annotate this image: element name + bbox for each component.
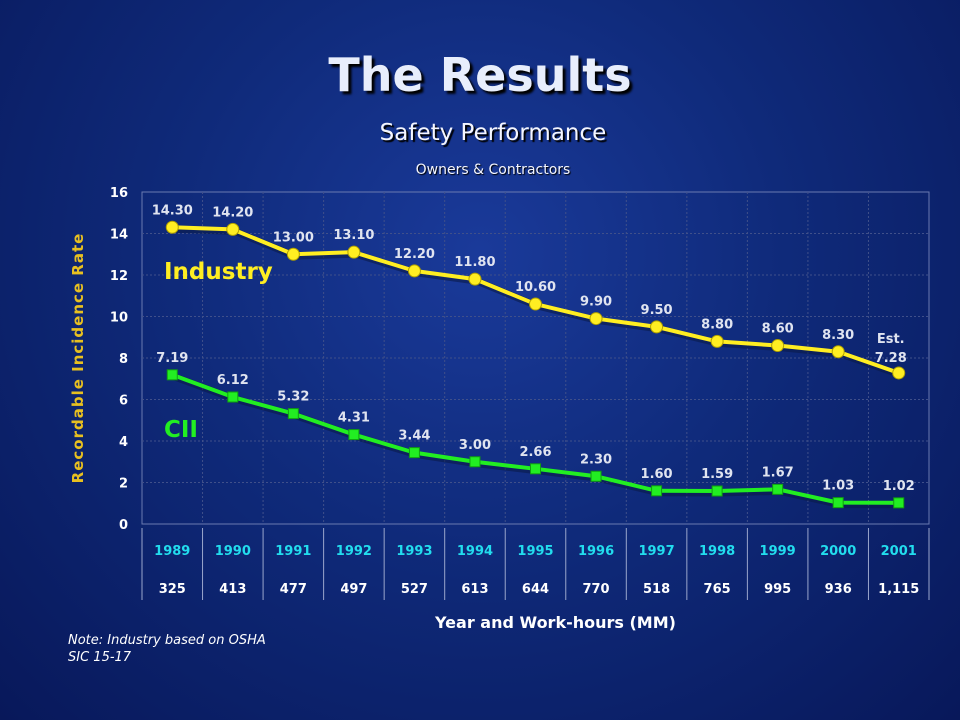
data-label-industry: 14.30 xyxy=(152,203,193,218)
x-tick-label-workhours: 644 xyxy=(522,582,549,597)
x-tick-label-workhours: 497 xyxy=(340,582,367,597)
x-tick-label-workhours: 1,115 xyxy=(878,582,919,597)
data-point-industry xyxy=(407,264,421,278)
series-name-industry: Industry xyxy=(164,259,273,285)
data-label-cii: 2.30 xyxy=(580,452,612,467)
data-point-cii xyxy=(832,497,844,509)
x-tick-label-year: 1992 xyxy=(336,544,372,559)
data-label-industry: 9.90 xyxy=(580,295,612,310)
x-tick-label-year: 1996 xyxy=(578,544,614,559)
data-point-cii xyxy=(227,391,239,403)
y-tick-label: 14 xyxy=(110,228,128,243)
x-tick-label-workhours: 613 xyxy=(461,582,488,597)
data-point-cii xyxy=(590,470,602,482)
x-tick-label-workhours: 765 xyxy=(704,582,731,597)
x-tick-label-year: 2000 xyxy=(820,544,856,559)
x-tick-label-year: 1990 xyxy=(215,544,251,559)
data-label-industry: 7.28 xyxy=(875,351,907,366)
data-point-cii xyxy=(408,447,420,459)
data-label-cii: 3.44 xyxy=(398,429,430,444)
data-point-industry xyxy=(710,334,724,348)
x-tick-label-year: 1997 xyxy=(638,544,674,559)
data-label-cii: 1.02 xyxy=(883,479,915,494)
x-tick-label-year: 1998 xyxy=(699,544,735,559)
data-label-industry: 13.00 xyxy=(273,230,314,245)
y-tick-label: 0 xyxy=(119,518,128,533)
data-point-cii xyxy=(166,369,178,381)
x-tick-label-year: 1989 xyxy=(154,544,190,559)
data-point-cii xyxy=(348,429,360,441)
x-axis-label: Year and Work-hours (MM) xyxy=(434,613,676,632)
data-point-cii xyxy=(287,408,299,420)
data-label-industry: 13.10 xyxy=(333,228,374,243)
data-label-industry: 9.50 xyxy=(641,303,673,318)
data-point-industry xyxy=(892,366,906,380)
x-tick-label-year: 1995 xyxy=(517,544,553,559)
data-label-cii: 3.00 xyxy=(459,438,491,453)
data-point-cii xyxy=(469,456,481,468)
x-tick-label-workhours: 770 xyxy=(582,582,609,597)
data-point-industry xyxy=(771,339,785,353)
data-point-cii xyxy=(530,463,541,475)
data-label-cii: 5.32 xyxy=(277,390,309,405)
y-tick-label: 12 xyxy=(110,269,128,284)
slide-subsubtitle: Owners & Contractors xyxy=(415,162,571,178)
data-label-cii: 2.66 xyxy=(519,445,551,460)
x-tick-label-workhours: 518 xyxy=(643,582,670,597)
data-point-industry xyxy=(286,247,300,261)
data-label-cii: 1.59 xyxy=(701,467,733,482)
data-label-cii: 7.19 xyxy=(156,351,188,366)
x-tick-label-workhours: 995 xyxy=(764,582,791,597)
data-label-industry: 12.20 xyxy=(394,247,435,262)
slide-subtitle: Safety Performance xyxy=(379,120,607,146)
data-label-industry: 8.30 xyxy=(822,328,854,343)
y-tick-label: 6 xyxy=(119,394,128,409)
data-point-industry xyxy=(468,272,482,286)
data-point-industry xyxy=(226,222,240,236)
y-tick-label: 10 xyxy=(110,311,128,326)
data-label-industry: 11.80 xyxy=(454,255,495,270)
y-tick-label: 4 xyxy=(119,435,128,450)
data-label-prefix-industry: Est. xyxy=(877,332,905,347)
data-label-cii: 1.60 xyxy=(641,467,673,482)
y-axis-label: Recordable Incidence Rate xyxy=(69,233,87,484)
data-point-cii xyxy=(711,485,723,497)
x-tick-label-year: 2001 xyxy=(881,544,917,559)
data-point-industry xyxy=(650,320,664,334)
data-point-cii xyxy=(893,497,905,509)
data-label-industry: 8.60 xyxy=(762,322,794,337)
y-tick-label: 2 xyxy=(119,477,128,492)
data-label-industry: 8.80 xyxy=(701,317,733,332)
data-point-industry xyxy=(529,297,542,311)
data-point-industry xyxy=(589,312,603,326)
series-name-cii: CII xyxy=(164,417,198,443)
x-tick-label-workhours: 413 xyxy=(219,582,246,597)
data-label-cii: 6.12 xyxy=(217,373,249,388)
data-point-industry xyxy=(347,245,361,259)
y-tick-label: 8 xyxy=(119,352,128,367)
slide-title: The Results xyxy=(328,48,632,102)
data-label-cii: 1.67 xyxy=(762,465,794,480)
data-label-industry: 10.60 xyxy=(515,280,556,295)
data-point-industry xyxy=(831,345,845,359)
x-tick-label-workhours: 477 xyxy=(280,582,307,597)
data-label-cii: 1.03 xyxy=(822,479,854,494)
data-label-industry: 14.20 xyxy=(212,205,253,220)
x-tick-label-year: 1993 xyxy=(396,544,432,559)
footnote-line-1: Note: Industry based on OSHA xyxy=(68,633,266,648)
footnote-line-2: SIC 15-17 xyxy=(68,650,132,665)
y-tick-label: 16 xyxy=(110,186,128,201)
x-tick-label-workhours: 936 xyxy=(825,582,852,597)
data-point-cii xyxy=(772,483,784,495)
x-tick-label-workhours: 527 xyxy=(401,582,428,597)
x-tick-label-year: 1991 xyxy=(275,544,311,559)
x-tick-label-year: 1999 xyxy=(760,544,796,559)
data-label-cii: 4.31 xyxy=(338,411,370,426)
x-tick-label-year: 1994 xyxy=(457,544,493,559)
x-tick-label-workhours: 325 xyxy=(159,582,186,597)
footnote: Note: Industry based on OSHA SIC 15-17 xyxy=(68,632,266,666)
data-point-industry xyxy=(165,220,179,234)
data-point-cii xyxy=(651,485,663,497)
